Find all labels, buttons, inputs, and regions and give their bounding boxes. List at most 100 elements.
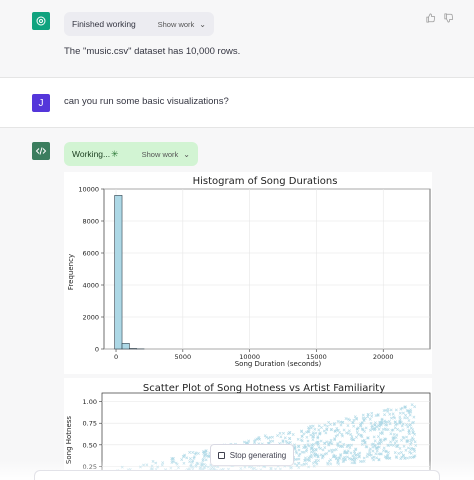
scatter-point: [311, 424, 315, 428]
scatter-point: [300, 450, 304, 454]
scatter-point: [357, 455, 361, 459]
y-tick-label: 0.50: [83, 441, 97, 449]
scatter-point: [307, 430, 311, 434]
scatter-point: [281, 439, 285, 443]
scatter-point: [402, 436, 406, 440]
scatter-point: [389, 432, 393, 436]
scatter-point: [344, 417, 348, 420]
scatter-point: [382, 446, 386, 450]
scatter-point: [354, 447, 358, 451]
y-axis-label: Song Hotness: [65, 416, 73, 465]
show-work-toggle[interactable]: Show work: [157, 19, 195, 29]
scatter-point: [306, 430, 310, 434]
scatter-point: [271, 439, 275, 443]
scatter-point: [393, 416, 397, 420]
scatter-point: [257, 436, 261, 439]
scatter-point: [288, 437, 291, 441]
thumbs-up-icon[interactable]: [426, 13, 436, 23]
scatter-point: [310, 446, 314, 450]
scatter-point: [360, 421, 364, 425]
scatter-point: [398, 417, 402, 421]
scatter-point: [371, 445, 375, 449]
scatter-point: [373, 423, 377, 427]
scatter-point: [339, 423, 343, 427]
chevron-down-icon[interactable]: ⌄: [183, 149, 190, 159]
scatter-point: [394, 436, 398, 440]
scatter-point: [296, 445, 300, 449]
message-input[interactable]: [34, 470, 440, 480]
chevron-down-icon[interactable]: ⌄: [199, 19, 206, 29]
working-status[interactable]: Working... ✳ Show work ⌄: [64, 142, 198, 166]
scatter-point: [242, 440, 246, 444]
scatter-point: [389, 440, 393, 444]
thumbs-down-icon[interactable]: [444, 13, 454, 23]
scatter-point: [361, 428, 365, 432]
scatter-point: [404, 448, 408, 452]
scatter-point: [407, 419, 411, 422]
scatter-point: [366, 413, 370, 417]
scatter-point: [397, 451, 401, 455]
scatter-point: [373, 421, 377, 425]
scatter-point: [393, 451, 397, 454]
scatter-point: [323, 446, 327, 450]
scatter-point: [411, 447, 415, 451]
scatter-point: [401, 428, 405, 432]
scatter-point: [188, 457, 192, 461]
show-work-toggle[interactable]: Show work: [141, 149, 179, 159]
scatter-point: [370, 414, 374, 418]
histogram-bar: [121, 343, 130, 350]
scatter-point: [361, 416, 365, 420]
x-tick-label: 0: [114, 353, 118, 361]
scatter-point: [347, 457, 351, 460]
scatter-point: [394, 444, 398, 448]
scatter-point: [405, 456, 409, 460]
scatter-point: [382, 438, 386, 442]
scatter-point: [398, 415, 402, 419]
scatter-point: [314, 431, 318, 435]
scatter-point: [387, 419, 391, 423]
scatter-point: [366, 436, 369, 440]
scatter-point: [398, 420, 402, 424]
scatter-point: [392, 436, 396, 440]
scatter-point: [278, 431, 282, 435]
scatter-point: [409, 451, 413, 455]
scatter-point: [307, 444, 311, 448]
scatter-point: [298, 452, 302, 456]
scatter-point: [333, 422, 336, 425]
scatter-point: [352, 424, 356, 428]
scatter-point: [288, 431, 292, 435]
scatter-point: [384, 437, 388, 441]
scatter-point: [310, 446, 314, 450]
finished-working-status[interactable]: Finished working Show work ⌄: [64, 12, 214, 36]
scatter-point: [284, 439, 288, 443]
scatter-point: [403, 405, 407, 409]
scatter-point: [339, 453, 343, 457]
scatter-point: [393, 420, 397, 424]
scatter-point: [283, 436, 287, 440]
scatter-point: [398, 429, 402, 433]
scatter-point: [309, 433, 313, 437]
histogram-bar: [114, 195, 123, 350]
scatter-point: [338, 431, 342, 435]
scatter-point: [379, 422, 383, 426]
scatter-point: [329, 428, 333, 432]
scatter-point: [323, 423, 327, 427]
scatter-point: [319, 439, 323, 443]
scatter-point: [345, 431, 348, 435]
scatter-point: [403, 456, 407, 460]
scatter-point: [362, 456, 366, 460]
scatter-point: [338, 440, 342, 444]
scatter-point: [394, 408, 398, 412]
scatter-point: [327, 443, 331, 447]
user-message-text: can you run some basic visualizations?: [64, 96, 229, 107]
scatter-point: [384, 450, 388, 454]
scatter-point: [333, 429, 337, 433]
scatter-point: [374, 446, 378, 450]
scatter-point: [378, 438, 382, 442]
scatter-point: [171, 457, 175, 461]
scatter-point: [351, 421, 355, 425]
scatter-point: [337, 456, 341, 460]
scatter-point: [297, 448, 301, 452]
scatter-point: [363, 441, 367, 445]
scatter-point: [291, 433, 295, 436]
